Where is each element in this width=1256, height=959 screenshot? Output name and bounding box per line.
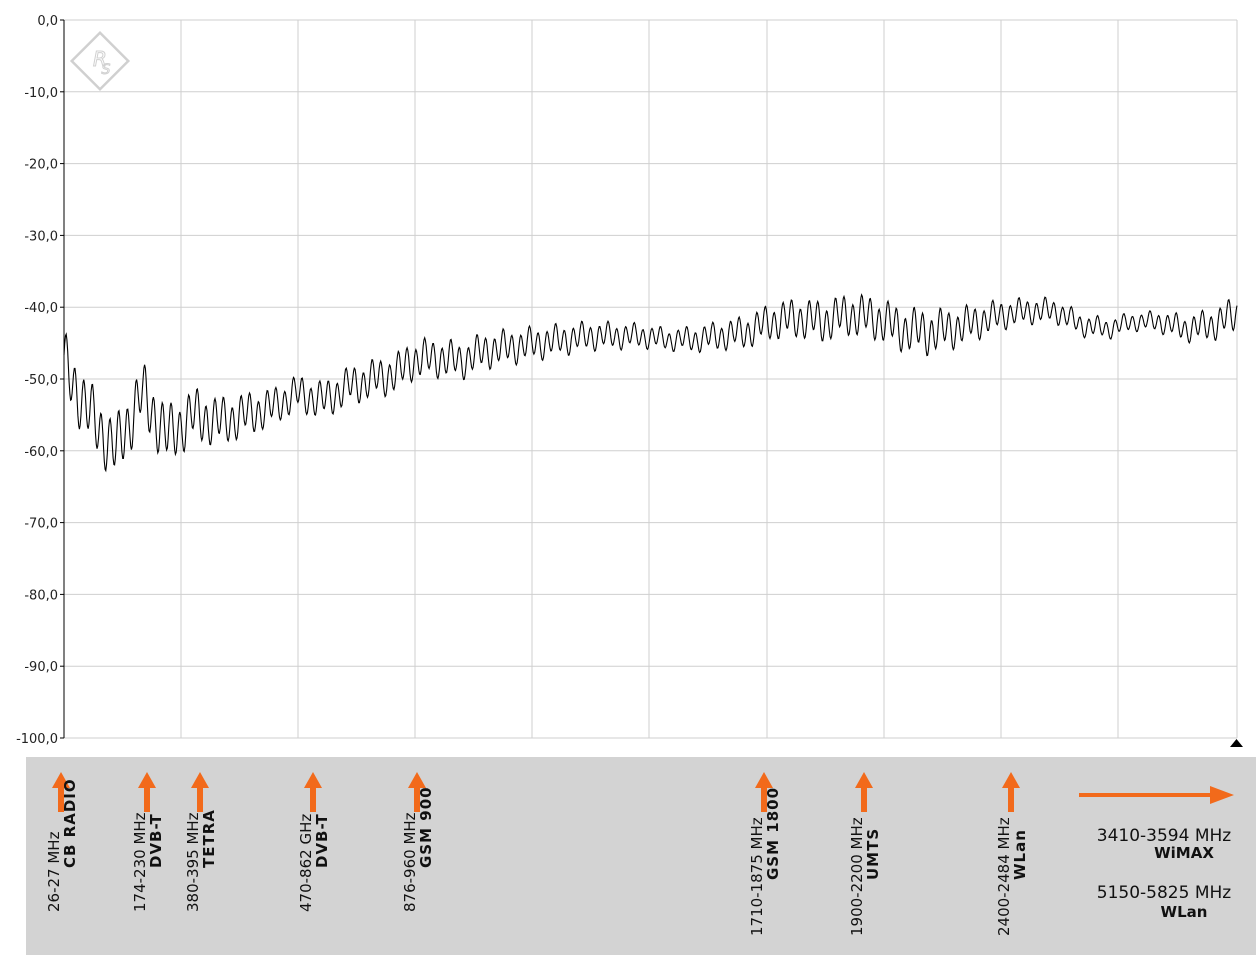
band-name-label: TETRA: [200, 809, 218, 868]
up-arrow-icon: [408, 772, 426, 812]
band-frequency-label: 1710-1875 MHz: [748, 817, 766, 936]
band-frequency-label: 2400-2484 MHz: [995, 817, 1013, 936]
y-tick-label: 0,0: [37, 14, 58, 29]
y-tick-label: -90,0: [24, 660, 58, 675]
band-name-label: WiMAX: [1154, 844, 1214, 862]
band-frequency-label: 380-395 MHz: [184, 812, 202, 912]
band-frequency-label: 174-230 MHz: [131, 812, 149, 912]
series-line: [63, 293, 1238, 473]
up-arrow-icon: [855, 772, 873, 812]
up-arrow-icon: [1002, 772, 1020, 812]
svg-text:R: R: [93, 47, 107, 71]
band-frequency-label: 26-27 MHz: [45, 831, 63, 912]
band-name-label: WLan: [1161, 903, 1208, 921]
y-tick-labels: 0,0 -10,0 -20,0 -30,0 -40,0 -50,0 -60,0 -70,0 -8…: [16, 14, 64, 747]
band-area-background: [26, 757, 1256, 955]
band-frequency-label: 1900-2200 MHz: [848, 817, 866, 936]
band-frequency-label: 5150-5825 MHz: [1097, 883, 1232, 903]
up-arrow-icon: [138, 772, 156, 812]
rs-logo-icon: R S: [69, 30, 131, 92]
up-arrow-icon: [191, 772, 209, 812]
band-name-label: DVB-T: [147, 813, 165, 868]
band-frequency-label: 3410-3594 MHz: [1097, 826, 1232, 846]
right-arrow-icon: [1079, 786, 1234, 804]
y-tick-label: -40,0: [24, 301, 58, 316]
grid-lines: [63, 19, 1238, 739]
band-name-label: WLan: [1011, 829, 1029, 880]
up-arrow-icon: [52, 772, 70, 812]
y-tick-label: -100,0: [16, 732, 58, 747]
band-name-label: DVB-T: [313, 813, 331, 868]
y-tick-label: -60,0: [24, 445, 58, 460]
y-tick-label: -30,0: [24, 229, 58, 244]
svg-text:S: S: [102, 62, 111, 78]
y-tick-label: -70,0: [24, 517, 58, 532]
band-frequency-label: 470-862 GHz: [297, 814, 315, 912]
scroll-right-triangle-icon[interactable]: [1230, 739, 1243, 747]
y-tick-label: -20,0: [24, 158, 58, 173]
up-arrow-icon: [755, 772, 773, 812]
y-tick-label: -80,0: [24, 588, 58, 603]
band-frequency-label: 876-960 MHz: [401, 812, 419, 912]
band-name-label: GSM 900: [417, 786, 435, 868]
up-arrow-icon: [304, 772, 322, 812]
band-name-label: CB RADIO: [61, 778, 79, 868]
y-tick-label: -10,0: [24, 86, 58, 101]
band-name-label: GSM 1800: [764, 787, 782, 880]
band-name-label: UMTS: [864, 828, 882, 880]
y-tick-label: -50,0: [24, 373, 58, 388]
